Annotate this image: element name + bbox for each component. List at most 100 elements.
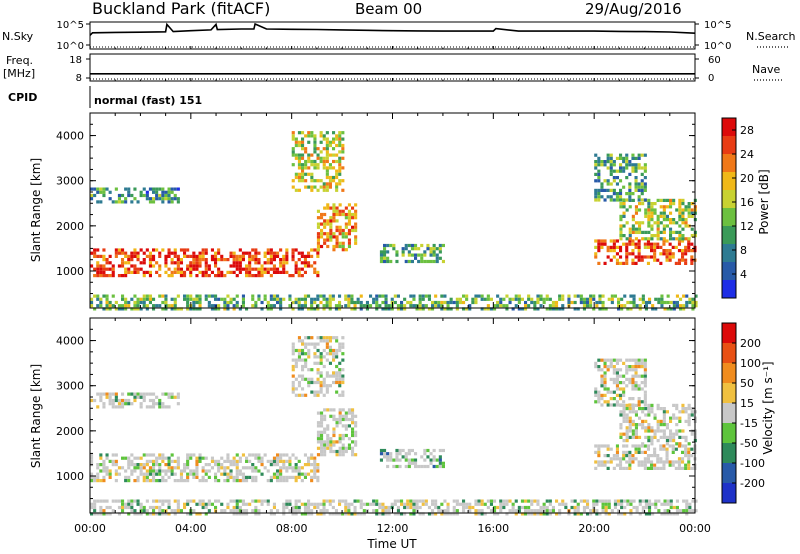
heat-cell [297,153,301,157]
heat-cell [303,502,307,506]
heat-cell [350,300,354,305]
colorbar-frame [721,117,737,299]
heat-cell [269,261,273,265]
heat-cell [656,227,660,231]
heat-cell [133,499,137,503]
heat-cell [176,459,180,463]
heat-cell [108,274,112,278]
heat-cell [650,460,654,464]
heat-cell [229,469,233,473]
heat-cell [161,502,165,506]
heat-cell [603,242,607,246]
heat-cell [145,248,149,252]
heat-cell [332,153,336,157]
heat-cell [666,509,670,513]
heat-cell [257,261,261,265]
heat-cell [672,505,676,510]
heat-cell [446,512,450,516]
heat-cell [170,251,174,255]
heat-cell [625,407,629,411]
heat-cell [322,509,326,513]
heat-cell [647,407,651,411]
heat-cell [164,264,168,268]
heat-cell [341,449,345,454]
heat-cell [130,509,134,513]
heat-cell [294,469,298,473]
heat-cell [226,294,230,298]
heat-cell [121,509,125,513]
heat-cell [220,466,224,470]
heat-cell [612,255,616,259]
heat-cell [619,368,623,372]
heat-cell [207,502,211,506]
heat-cell [99,453,103,457]
heat-cell [189,469,193,473]
heat-cell [186,459,190,463]
heat-cell [606,368,610,372]
heat-cell [637,239,641,243]
heat-cell [186,297,190,301]
heat-cell [93,294,97,298]
heat-cell [634,163,638,167]
heat-cell [612,163,616,167]
heat-cell [681,450,685,454]
heat-cell [678,442,682,446]
heat-cell [400,499,404,503]
heat-cell [354,443,358,447]
heat-cell [423,253,427,257]
heat-cell [657,300,661,305]
heat-cell [375,300,379,305]
heat-cell [344,505,348,510]
heat-cell [617,297,621,301]
heat-cell [304,361,308,365]
heat-cell [644,419,648,423]
heat-cell [325,374,329,378]
heat-cell [536,512,540,516]
heat-cell [410,243,414,248]
heat-cell [404,464,408,469]
heat-cell [111,294,115,298]
heat-cell [251,453,255,457]
heat-cell [687,416,691,420]
heat-cell [235,475,239,479]
heat-cell [409,304,413,308]
heat-cell [396,505,400,510]
colorbar-tick-label: -15 [740,417,758,430]
heat-cell [619,381,623,385]
heat-cell [404,259,408,264]
heat-cell [320,446,324,450]
heat-cell [384,300,388,305]
heat-cell [158,398,162,403]
heat-cell [344,424,348,428]
heat-cell [105,261,109,265]
heat-cell [148,479,152,483]
heat-cell [610,297,614,301]
heat-cell [607,502,611,506]
heat-cell [124,304,128,308]
heat-cell [536,509,540,513]
heat-cell [164,197,168,201]
heat-cell [192,267,196,271]
heat-cell [403,512,407,516]
heat-cell [285,459,289,463]
heat-cell [130,251,134,255]
heat-cell [226,456,230,460]
heat-cell [251,258,255,262]
heat-cell [99,499,103,503]
heat-cell [207,463,211,467]
heat-cell [694,509,698,513]
heat-cell [328,175,332,180]
heat-cell [310,248,314,252]
heat-cell [609,239,613,243]
heat-cell [232,304,236,308]
heat-cell [626,502,630,506]
heat-cell [325,153,329,157]
heat-cell [637,185,641,189]
heat-cell [625,242,629,246]
heat-cell [152,405,156,409]
heat-cell [660,502,664,506]
heat-cell [609,169,613,173]
heat-cell [322,159,326,164]
heat-cell [403,297,407,301]
heat-cell [266,261,270,265]
